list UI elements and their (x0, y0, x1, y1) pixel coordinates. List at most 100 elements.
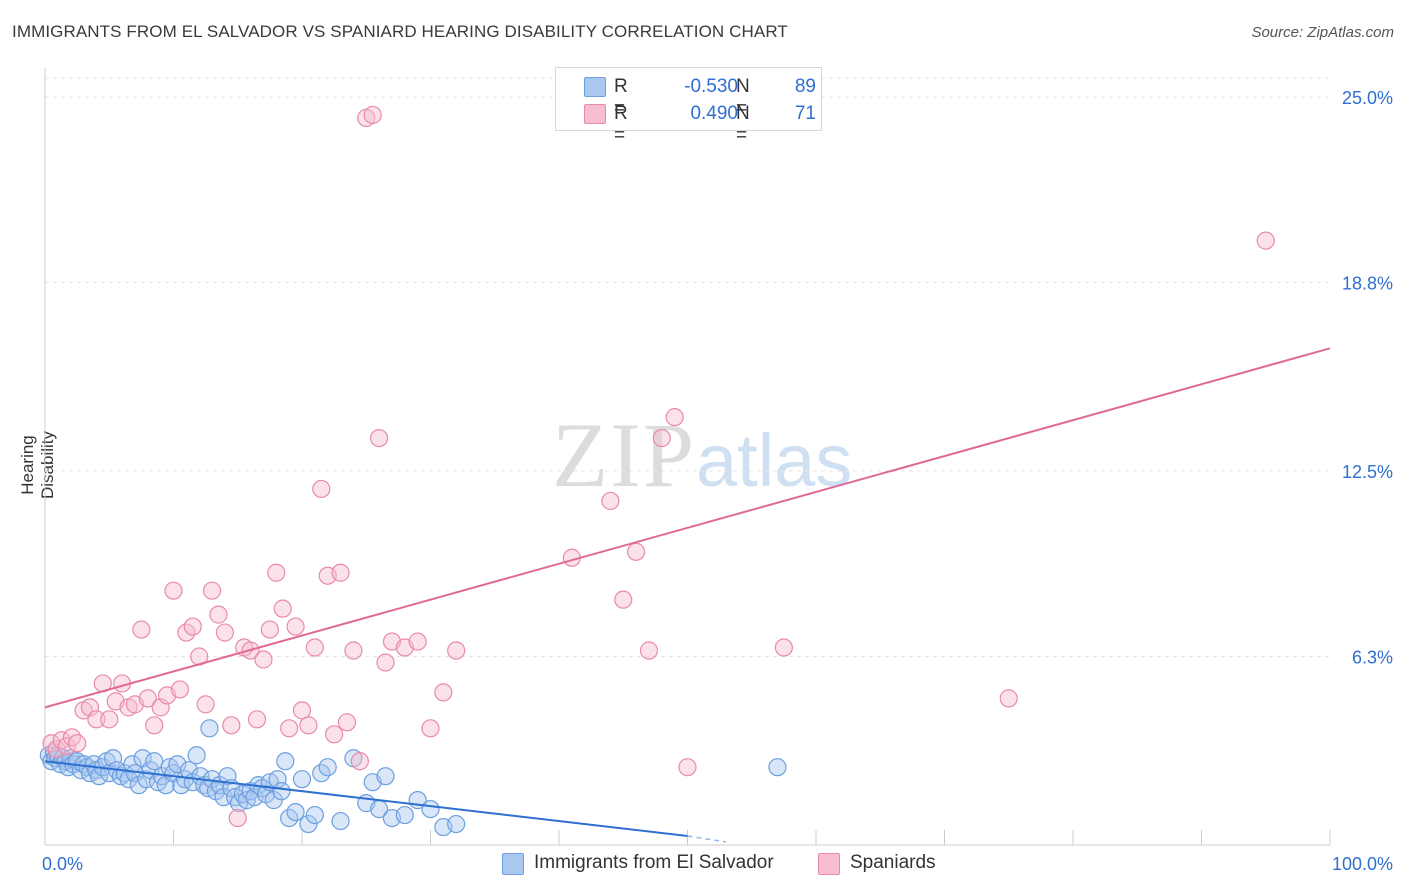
point-el-salvador (218, 767, 237, 786)
legend-r-label: R = (614, 103, 628, 146)
y-tick-label: 12.5% (1342, 462, 1393, 482)
point-el-salvador (168, 755, 187, 774)
legend-label-el-salvador: Immigrants from El Salvador (534, 852, 774, 873)
point-spaniards (639, 641, 659, 660)
point-spaniards (325, 725, 344, 744)
point-el-salvador (187, 746, 206, 765)
point-spaniards (228, 808, 247, 828)
legend-r-value: -0.530 (684, 76, 738, 97)
point-spaniards (363, 105, 382, 125)
tick-labels: 6.3% 12.5% 18.8% 25.0% 0.0% 100.0% (42, 88, 1393, 874)
legend-swatch-el-salvador (584, 77, 606, 97)
point-spaniards (434, 683, 453, 702)
trend-lines (44, 347, 1331, 843)
y-tick-label: 6.3% (1352, 648, 1393, 668)
point-spaniards (215, 623, 234, 642)
point-spaniards (138, 689, 157, 708)
trend-line-el-salvador-extension (687, 835, 727, 843)
point-spaniards (254, 650, 273, 669)
x-tick-label: 0.0% (42, 854, 83, 874)
point-spaniards (286, 617, 305, 636)
point-spaniards (1256, 231, 1275, 250)
point-spaniards (280, 719, 299, 738)
point-spaniards (209, 605, 228, 624)
point-spaniards (614, 590, 633, 609)
point-el-salvador (104, 749, 123, 768)
point-el-salvador (318, 758, 337, 777)
grid-lines (45, 77, 1330, 658)
point-spaniards (260, 620, 279, 639)
point-el-salvador (376, 767, 395, 786)
point-spaniards (344, 641, 363, 660)
point-el-salvador (286, 802, 305, 822)
point-el-salvador (299, 814, 318, 834)
point-spaniards (421, 719, 440, 738)
legend-n-label: N = (736, 76, 750, 119)
point-spaniards (164, 581, 183, 600)
point-spaniards (370, 428, 389, 448)
point-spaniards (202, 581, 222, 600)
x-tick-label: 100.0% (1332, 854, 1393, 874)
point-spaniards (267, 563, 286, 582)
legend-label-spaniards: Spaniards (850, 852, 936, 873)
point-el-salvador (421, 799, 440, 819)
source-label: Source: ZipAtlas.com (1251, 24, 1394, 41)
point-spaniards (312, 479, 331, 499)
watermark-zip: ZIP (552, 404, 696, 506)
point-el-salvador (305, 805, 324, 825)
point-spaniards (999, 689, 1018, 708)
point-spaniards (337, 713, 357, 732)
y-tick-label: 25.0% (1342, 88, 1393, 108)
point-spaniards (68, 734, 87, 753)
trend-line-spaniards (44, 347, 1331, 709)
point-spaniards (222, 716, 241, 735)
series-el-salvador-points (39, 719, 787, 837)
axes (44, 68, 1331, 846)
legend-r-label: R = (614, 76, 628, 119)
point-spaniards (87, 710, 106, 729)
point-spaniards (183, 617, 202, 636)
point-el-salvador (272, 782, 291, 801)
point-spaniards (331, 563, 350, 582)
point-el-salvador (292, 770, 312, 789)
point-spaniards (408, 632, 427, 651)
point-el-salvador (331, 811, 350, 831)
legend-swatch-spaniards (818, 853, 840, 875)
point-spaniards (305, 638, 324, 657)
point-spaniards (299, 716, 318, 735)
point-spaniards (447, 641, 466, 660)
correlation-legend: R = -0.530 N = 89 R = 0.490 N = 71 (555, 67, 822, 146)
point-spaniards (170, 680, 190, 699)
point-spaniards (196, 695, 215, 714)
point-spaniards (665, 408, 684, 427)
watermark: ZIPatlas (552, 402, 852, 508)
point-spaniards (62, 728, 82, 747)
point-spaniards (132, 620, 151, 639)
point-spaniards (100, 710, 119, 729)
legend-r-value: 0.490 (690, 103, 738, 124)
y-tick-label: 18.8% (1342, 274, 1393, 294)
point-spaniards (626, 542, 646, 561)
chart-title: IMMIGRANTS FROM EL SALVADOR VS SPANIARD … (12, 22, 788, 41)
point-spaniards (247, 710, 267, 729)
point-el-salvador (276, 752, 295, 771)
point-spaniards (42, 734, 61, 753)
point-spaniards (678, 758, 697, 777)
point-el-salvador (137, 770, 156, 789)
point-spaniards (273, 599, 292, 618)
legend-n-label: N = (736, 103, 750, 146)
point-el-salvador (447, 814, 466, 834)
legend-n-value: 89 (794, 76, 816, 97)
point-el-salvador (768, 758, 787, 777)
point-spaniards (292, 701, 312, 720)
series-spaniards-points (42, 105, 1275, 828)
point-spaniards (774, 638, 793, 657)
point-el-salvador (200, 719, 219, 738)
point-spaniards (57, 737, 76, 756)
point-spaniards (47, 740, 66, 759)
point-spaniards (350, 752, 369, 771)
legend-swatch-el-salvador (502, 853, 524, 875)
point-spaniards (601, 491, 620, 511)
point-el-salvador (395, 805, 414, 825)
